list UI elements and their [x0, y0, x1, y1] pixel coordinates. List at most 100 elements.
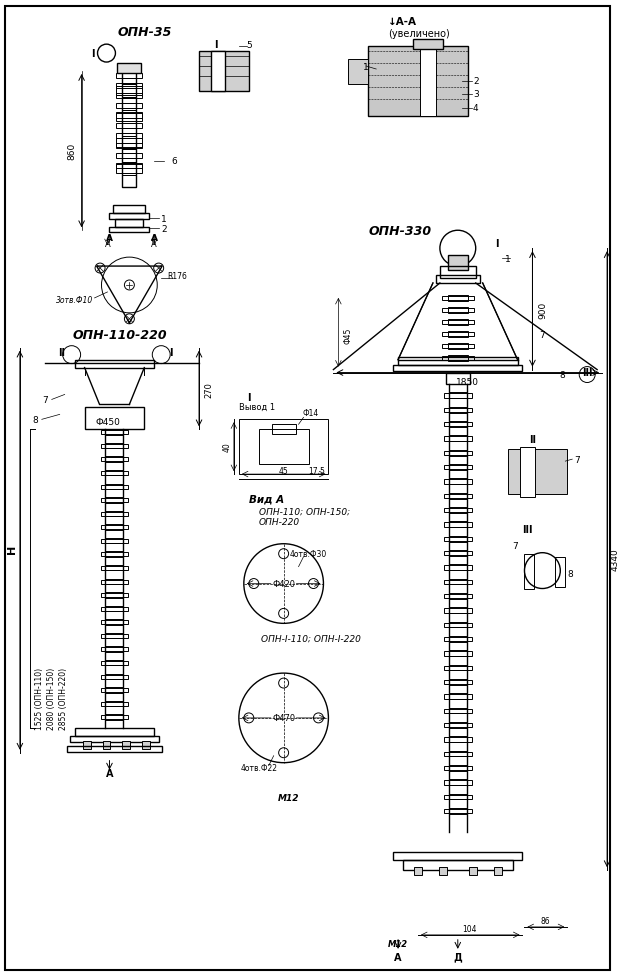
Bar [444, 494, 472, 498]
Text: 2855 (ОПН-220): 2855 (ОПН-220) [59, 667, 68, 729]
Bar [449, 579, 467, 585]
Bar [449, 393, 467, 399]
Bar [444, 781, 472, 785]
Text: 4отв.Ф30: 4отв.Ф30 [290, 550, 327, 559]
Bar [106, 471, 124, 476]
Bar [106, 444, 124, 448]
Bar [449, 694, 467, 700]
Bar [440, 267, 476, 278]
Text: 1: 1 [505, 254, 510, 264]
Bar [101, 607, 129, 612]
Bar [444, 709, 472, 713]
Text: А: А [151, 234, 158, 242]
Bar [442, 309, 474, 313]
Text: 1: 1 [363, 63, 369, 71]
Bar [116, 104, 142, 108]
Text: 40: 40 [222, 442, 231, 451]
Bar [116, 220, 143, 228]
Bar [444, 537, 472, 541]
Bar [444, 637, 472, 642]
Bar [444, 680, 472, 685]
Text: Вывод 1: Вывод 1 [239, 403, 275, 411]
Text: Н: Н [7, 544, 17, 554]
Text: 4отв.Ф22: 4отв.Ф22 [240, 763, 277, 773]
Text: I: I [214, 40, 218, 50]
Bar [449, 622, 467, 628]
Bar [349, 60, 368, 85]
Bar [122, 79, 137, 84]
Bar [122, 162, 137, 175]
Bar [449, 679, 467, 685]
Text: А: А [104, 239, 111, 248]
Text: 7: 7 [574, 455, 580, 464]
Text: II: II [58, 347, 66, 358]
Bar [556, 557, 565, 587]
Text: М12: М12 [278, 793, 299, 802]
Bar [448, 296, 468, 302]
Bar [106, 579, 124, 584]
Text: Ф45: Ф45 [344, 327, 353, 344]
Bar [449, 508, 467, 513]
Bar [106, 511, 124, 517]
Bar [449, 808, 467, 814]
Bar [449, 665, 467, 671]
Bar [122, 129, 137, 134]
Bar [70, 736, 159, 742]
Bar [106, 525, 124, 531]
Bar [199, 52, 249, 92]
Bar [116, 153, 142, 158]
Text: 2080 (ОПН-150): 2080 (ОПН-150) [47, 667, 56, 730]
Bar [122, 89, 137, 94]
Bar [444, 695, 472, 699]
Bar [494, 868, 502, 875]
Bar [103, 741, 111, 749]
Text: А: А [106, 768, 113, 778]
Bar [449, 765, 467, 771]
Text: ОПН-330: ОПН-330 [368, 225, 431, 237]
Bar [449, 522, 467, 528]
Bar [444, 509, 472, 513]
Bar [449, 636, 467, 642]
Bar [448, 356, 468, 361]
Bar [109, 228, 150, 233]
Bar [101, 715, 129, 720]
Bar [122, 72, 137, 189]
Bar [106, 674, 124, 679]
Bar [468, 868, 476, 875]
Text: ОПН-35: ОПН-35 [117, 25, 171, 39]
Bar [413, 40, 443, 50]
Bar [75, 728, 154, 736]
Bar [449, 479, 467, 485]
Bar [116, 163, 142, 168]
Text: 86: 86 [541, 916, 550, 925]
Bar [398, 358, 517, 365]
Text: I: I [91, 49, 95, 59]
Bar [101, 634, 129, 638]
Bar [116, 164, 142, 173]
Text: М12: М12 [388, 939, 408, 949]
Bar [444, 394, 472, 399]
Bar [442, 320, 474, 324]
Text: Ф420: Ф420 [272, 579, 295, 588]
Bar [444, 809, 472, 814]
Bar [414, 868, 422, 875]
Bar [448, 343, 468, 350]
Bar [444, 451, 472, 455]
Bar [106, 619, 124, 625]
Bar [116, 144, 142, 149]
Bar [116, 94, 142, 99]
Bar [444, 466, 472, 470]
Text: А: А [394, 952, 402, 961]
Bar [114, 206, 145, 214]
Text: II: II [529, 435, 536, 445]
Bar [122, 175, 137, 189]
Bar [122, 118, 137, 124]
Bar [75, 361, 154, 368]
Bar [101, 702, 129, 706]
Bar [449, 737, 467, 743]
Bar [101, 689, 129, 693]
Text: ОПН-I-110; ОПН-I-220: ОПН-I-110; ОПН-I-220 [261, 634, 361, 643]
Text: 17,5: 17,5 [308, 466, 325, 475]
Bar [106, 606, 124, 612]
Bar [106, 497, 124, 503]
